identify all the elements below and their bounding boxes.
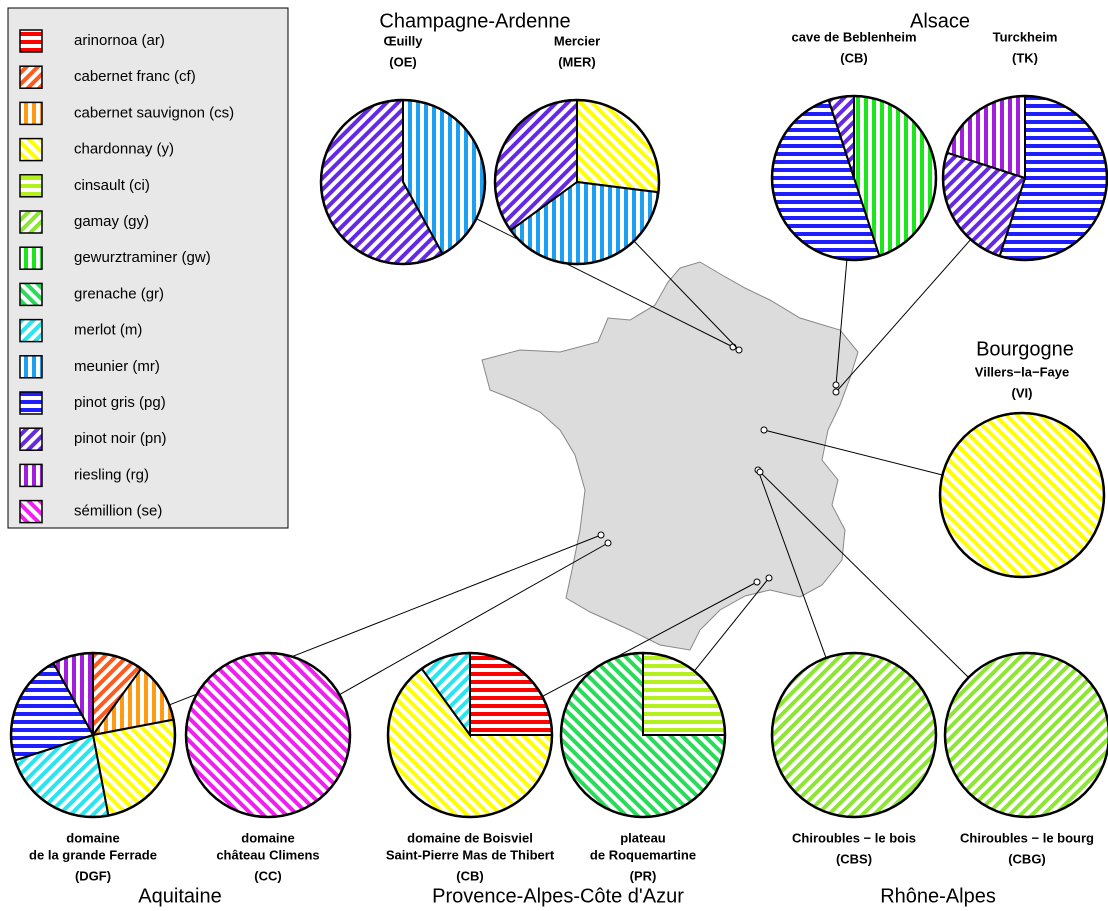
- site-dot: [756, 468, 764, 476]
- region-label: Alsace: [910, 10, 970, 32]
- legend-label: cabernet franc (cf): [74, 68, 196, 85]
- site-dot: [597, 531, 605, 539]
- site-name: plateau: [620, 830, 666, 845]
- site-dot: [735, 346, 743, 354]
- legend-box: [7, 7, 289, 529]
- legend-swatch: [19, 282, 43, 307]
- legend-swatch: [19, 29, 43, 53]
- site-dot: [832, 388, 840, 396]
- legend-swatch: [19, 499, 43, 524]
- leader-line: [757, 469, 827, 659]
- legend-label: riesling (rg): [74, 466, 149, 483]
- site-code: (CBG): [1008, 851, 1046, 866]
- legend-label: sémillion (se): [74, 503, 162, 520]
- site-name: Mercier: [554, 33, 600, 48]
- site-code: (CC): [254, 868, 281, 883]
- site-name: Villers−la−Faye: [975, 364, 1069, 379]
- legend-label: merlot (m): [74, 322, 142, 339]
- pie-outline: [559, 651, 727, 819]
- site-code: (CBS): [836, 851, 872, 866]
- site-code: (OE): [389, 54, 416, 69]
- site-name: Turckheim: [993, 29, 1058, 44]
- legend-swatch: [19, 391, 43, 415]
- legend-label: gamay (gy): [74, 213, 149, 230]
- legend-swatch: [19, 210, 43, 234]
- site-name: Saint-Pierre Mas de Thibert: [386, 847, 555, 862]
- pie-outline: [770, 94, 938, 262]
- pie-slice: [576, 98, 660, 194]
- leader-line: [633, 240, 740, 351]
- site-name: château Climens: [216, 847, 319, 862]
- site-dot: [832, 381, 840, 389]
- legend-swatch: [19, 174, 43, 198]
- region-label: Champagne-Ardenne: [379, 10, 570, 32]
- site-name: Chiroubles − le bourg: [960, 830, 1094, 845]
- legend-swatch: [19, 427, 43, 451]
- pie-outline: [943, 651, 1108, 819]
- pie-outline: [941, 94, 1108, 262]
- site-code: (PR): [630, 868, 657, 883]
- legend-swatch: [19, 463, 43, 488]
- site-code: (DGF): [75, 868, 111, 883]
- pie-outline: [938, 411, 1106, 579]
- site-name: domaine de Boisviel: [407, 830, 533, 845]
- france-map: [481, 261, 859, 651]
- pie-outline: [493, 98, 661, 266]
- site-code: (TK): [1012, 50, 1038, 65]
- site-dot: [729, 343, 737, 351]
- site-name: domaine: [66, 830, 119, 845]
- legend-label: meunier (mr): [74, 358, 160, 375]
- pie-outline: [9, 651, 177, 819]
- region-label: Bourgogne: [976, 338, 1074, 360]
- pie-outline: [184, 651, 352, 819]
- site-dot: [604, 539, 612, 547]
- site-name: de la grande Ferrade: [29, 847, 157, 862]
- site-dot: [760, 426, 768, 434]
- leader-line: [339, 542, 609, 696]
- region-label: Rhône-Alpes: [880, 885, 996, 907]
- region-label: Aquitaine: [138, 885, 221, 907]
- legend-label: pinot noir (pn): [74, 430, 167, 447]
- legend-label: cinsault (ci): [74, 177, 150, 194]
- site-code: (CB): [840, 50, 867, 65]
- site-dot: [765, 574, 773, 582]
- leader-line: [542, 581, 758, 697]
- pie-outline: [319, 98, 487, 266]
- legend-swatch: [19, 65, 43, 89]
- leader-line: [835, 239, 972, 393]
- legend-label: pinot gris (pg): [74, 394, 166, 411]
- leader-line: [835, 259, 848, 386]
- site-code: (MER): [558, 54, 596, 69]
- legend-swatch: [19, 137, 43, 162]
- site-name: domaine: [241, 830, 294, 845]
- legend-swatch: [19, 246, 43, 270]
- legend-label: arinornoa (ar): [74, 32, 165, 49]
- site-name: Chiroubles − le bois: [792, 830, 916, 845]
- region-label: Provence-Alpes-Côte d'Azur: [432, 885, 684, 907]
- legend-label: cabernet sauvignon (cs): [74, 104, 234, 121]
- leader-line: [693, 577, 770, 672]
- legend-label: chardonnay (y): [74, 141, 174, 158]
- pie-outline: [386, 651, 554, 819]
- legend-swatch: [19, 318, 43, 343]
- site-name: Œuilly: [383, 33, 423, 48]
- site-name: de Roquemartine: [590, 847, 696, 862]
- site-code: (VI): [1012, 385, 1033, 400]
- leader-line: [763, 429, 943, 476]
- pie-outline: [770, 651, 938, 819]
- legend-label: gewurztraminer (gw): [74, 249, 211, 266]
- site-name: cave de Beblenheim: [792, 29, 917, 44]
- site-code: (CB): [456, 868, 483, 883]
- leader-line: [759, 471, 969, 678]
- site-dot: [753, 578, 761, 586]
- legend-label: grenache (gr): [74, 285, 164, 302]
- legend-swatch: [19, 355, 43, 379]
- legend-swatch: [19, 101, 43, 126]
